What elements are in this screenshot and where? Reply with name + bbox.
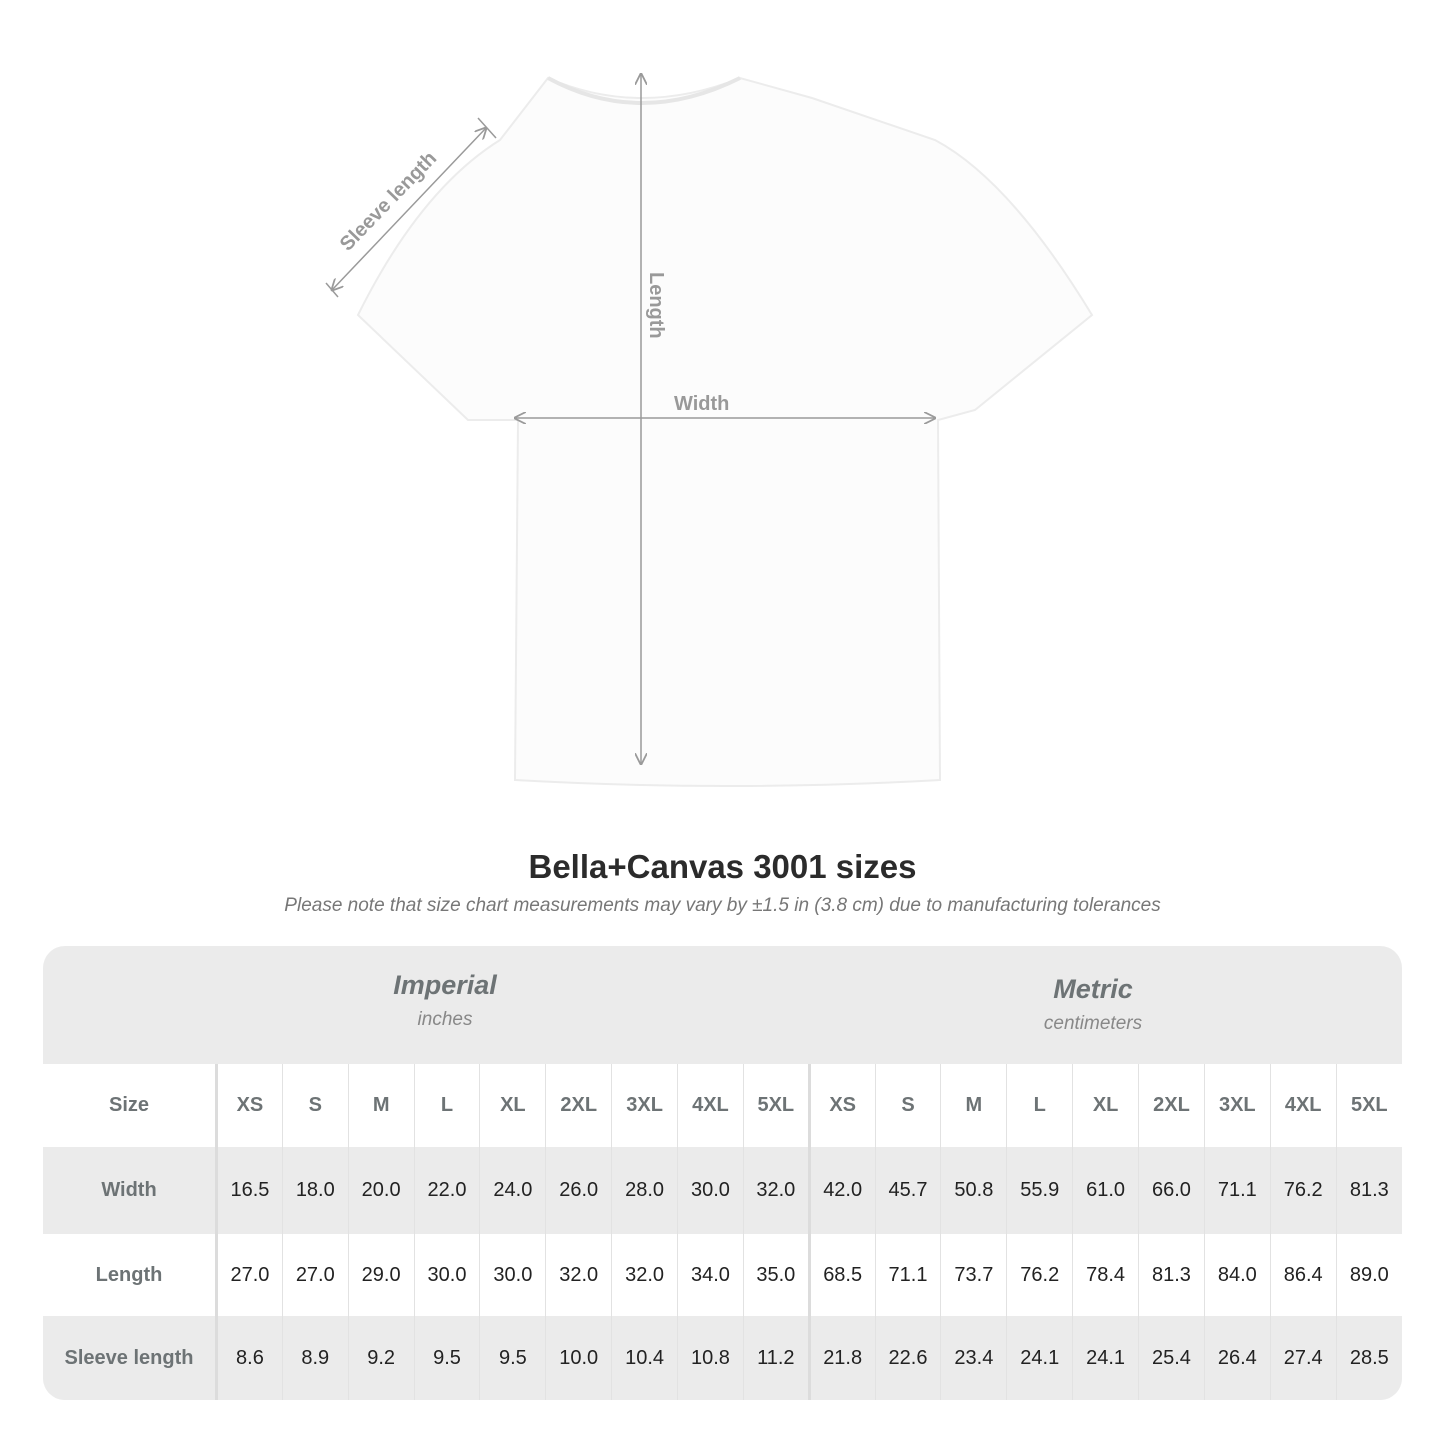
imperial-value: 9.2 xyxy=(347,1316,415,1400)
metric-value: 86.4 xyxy=(1269,1234,1337,1316)
imperial-value: 26.0 xyxy=(545,1147,612,1234)
metric-value: 71.1 xyxy=(874,1234,941,1316)
metric-value: 61.0 xyxy=(1072,1147,1139,1234)
imperial-value: 27.0 xyxy=(216,1234,283,1316)
imperial-value: 32.0 xyxy=(611,1234,678,1316)
imperial-value: 35.0 xyxy=(742,1234,810,1316)
imperial-value: 16.5 xyxy=(216,1147,283,1234)
row-label: Length xyxy=(43,1234,218,1316)
metric-value: 23.4 xyxy=(940,1316,1007,1400)
imperial-value: 32.0 xyxy=(545,1234,612,1316)
metric-size-xs: XS xyxy=(807,1064,876,1147)
imperial-size-l: L xyxy=(413,1064,480,1147)
imperial-value: 8.6 xyxy=(216,1316,283,1400)
length-label: Length xyxy=(645,272,667,339)
imperial-value: 32.0 xyxy=(742,1147,810,1234)
metric-value: 71.1 xyxy=(1203,1147,1271,1234)
imperial-value: 20.0 xyxy=(347,1147,415,1234)
imperial-value: 30.0 xyxy=(479,1234,546,1316)
imperial-value: 29.0 xyxy=(347,1234,415,1316)
metric-value: 81.3 xyxy=(1138,1234,1205,1316)
imperial-size-3xl: 3XL xyxy=(611,1064,678,1147)
metric-size-xl: XL xyxy=(1072,1064,1139,1147)
metric-value: 24.1 xyxy=(1072,1316,1139,1400)
imperial-value: 11.2 xyxy=(742,1316,810,1400)
metric-value: 22.6 xyxy=(874,1316,941,1400)
tshirt-body xyxy=(356,76,1094,787)
table-header-row: Size XS S M L XL 2XL 3XL 4XL 5XL XS S M L XL 2XL 3XL 4XL 5… xyxy=(43,1064,1402,1147)
imperial-value: 27.0 xyxy=(281,1234,349,1316)
imperial-value: 9.5 xyxy=(413,1316,480,1400)
metric-value: 81.3 xyxy=(1335,1147,1402,1234)
imperial-value: 18.0 xyxy=(281,1147,349,1234)
size-label: Size xyxy=(43,1064,218,1147)
metric-size-5xl: 5XL xyxy=(1335,1064,1402,1147)
tolerance-note: Please note that size chart measurements… xyxy=(284,895,1161,916)
imperial-value: 10.8 xyxy=(677,1316,744,1400)
sleeve-measure-line xyxy=(332,128,486,290)
metric-size-s: S xyxy=(874,1064,941,1147)
page-title: Bella+Canvas 3001 sizes xyxy=(528,848,917,885)
metric-value: 50.8 xyxy=(940,1147,1007,1234)
metric-value: 27.4 xyxy=(1269,1316,1337,1400)
metric-value: 84.0 xyxy=(1203,1234,1271,1316)
metric-value: 66.0 xyxy=(1138,1147,1205,1234)
metric-value: 24.1 xyxy=(1006,1316,1073,1400)
imperial-value: 30.0 xyxy=(677,1147,744,1234)
metric-value: 25.4 xyxy=(1138,1316,1205,1400)
row-label: Width xyxy=(43,1147,218,1234)
imperial-value: 30.0 xyxy=(413,1234,480,1316)
metric-value: 55.9 xyxy=(1006,1147,1073,1234)
width-label: Width xyxy=(674,393,729,415)
metric-size-l: L xyxy=(1006,1064,1073,1147)
imperial-value: 22.0 xyxy=(413,1147,480,1234)
metric-value: 76.2 xyxy=(1006,1234,1073,1316)
metric-header: Metric centimeters xyxy=(1043,974,1143,1034)
metric-value: 28.5 xyxy=(1335,1316,1402,1400)
imperial-value: 10.4 xyxy=(611,1316,678,1400)
imperial-size-s: S xyxy=(281,1064,349,1147)
imperial-value: 28.0 xyxy=(611,1147,678,1234)
metric-size-3xl: 3XL xyxy=(1203,1064,1271,1147)
metric-size-4xl: 4XL xyxy=(1269,1064,1337,1147)
imperial-size-xl: XL xyxy=(479,1064,546,1147)
metric-size-m: M xyxy=(940,1064,1007,1147)
imperial-value: 24.0 xyxy=(479,1147,546,1234)
imperial-size-xs: XS xyxy=(216,1064,283,1147)
table-row: Width 16.5 18.0 20.0 22.0 24.0 26.0 28.0 30.0 32.… xyxy=(43,1147,1402,1234)
metric-value: 78.4 xyxy=(1072,1234,1139,1316)
imperial-size-4xl: 4XL xyxy=(677,1064,744,1147)
imperial-value: 10.0 xyxy=(545,1316,612,1400)
table-row: Length 27.0 27.0 29.0 30.0 30.0 32.0 32.0 34.0 35… xyxy=(43,1234,1402,1316)
metric-size-2xl: 2XL xyxy=(1138,1064,1205,1147)
metric-value: 76.2 xyxy=(1269,1147,1337,1234)
metric-value: 45.7 xyxy=(874,1147,941,1234)
tshirt-diagram: Sleeve length Length Width xyxy=(325,0,1094,787)
imperial-size-2xl: 2XL xyxy=(545,1064,612,1147)
imperial-header: Imperial inches xyxy=(393,970,497,1030)
metric-value: 89.0 xyxy=(1335,1234,1402,1316)
imperial-value: 8.9 xyxy=(281,1316,349,1400)
metric-value: 68.5 xyxy=(807,1234,876,1316)
metric-value: 73.7 xyxy=(940,1234,1007,1316)
imperial-size-5xl: 5XL xyxy=(742,1064,810,1147)
imperial-size-m: M xyxy=(347,1064,415,1147)
imperial-value: 9.5 xyxy=(479,1316,546,1400)
row-label: Sleeve length xyxy=(43,1316,218,1400)
metric-value: 26.4 xyxy=(1203,1316,1271,1400)
metric-value: 42.0 xyxy=(807,1147,876,1234)
size-chart: Imperial inches Metric centimeters Size X… xyxy=(43,946,1402,1400)
metric-value: 21.8 xyxy=(807,1316,876,1400)
table-row: Sleeve length 8.6 8.9 9.2 9.5 9.5 10.0 10.4 10.8… xyxy=(43,1316,1402,1400)
size-table: Size XS S M L XL 2XL 3XL 4XL 5XL XS S M L XL 2XL 3XL 4XL 5… xyxy=(43,1064,1402,1400)
imperial-value: 34.0 xyxy=(677,1234,744,1316)
